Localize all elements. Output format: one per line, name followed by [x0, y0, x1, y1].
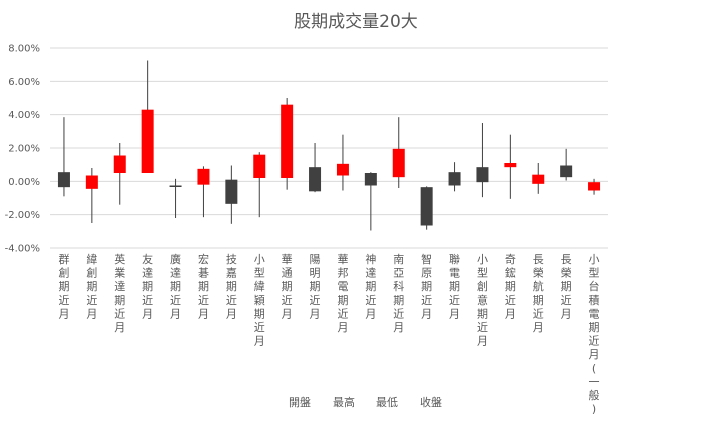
legend-low: 最低 — [376, 396, 398, 409]
x-tick-label: 南亞科期近月 — [393, 253, 404, 334]
candle — [141, 60, 154, 173]
legend: 開盤 最高 最低 收盤 — [289, 395, 442, 409]
candle-body-up — [197, 168, 210, 185]
candle — [113, 143, 126, 205]
legend-open: 開盤 — [289, 396, 311, 409]
y-tick-label: 0.00% — [8, 177, 40, 188]
x-tick-label: 緯創期近月 — [86, 252, 97, 320]
x-tick-label: 神達期近月 — [365, 252, 376, 320]
candle — [504, 134, 517, 199]
candle — [281, 98, 294, 190]
x-tick-label: 技嘉期近月 — [226, 253, 237, 320]
candle — [225, 165, 238, 224]
x-tick-label: 華邦電期近月 — [337, 253, 348, 334]
x-tick-label: 小型緯穎期近月 — [254, 253, 265, 348]
candle-body-down — [309, 167, 322, 192]
candle-body-up — [392, 148, 405, 178]
candle — [57, 117, 70, 197]
chart-title: 股期成交量20大 — [294, 12, 418, 32]
candle — [476, 123, 489, 198]
candle — [532, 163, 545, 194]
candle-body-up — [281, 104, 294, 178]
x-tick-label: 友達期近月 — [142, 252, 153, 320]
y-tick-label: 6.00% — [8, 77, 40, 88]
candle-body-down — [448, 172, 461, 186]
y-tick-label: 4.00% — [8, 110, 40, 121]
legend-close: 收盤 — [420, 395, 442, 409]
candle-body-down — [364, 173, 377, 186]
candle-body-up — [253, 154, 266, 178]
candle — [560, 148, 573, 181]
candle-body-down — [420, 187, 433, 226]
x-tick-label: 智原期近月 — [421, 252, 432, 320]
x-tick-label: 陽明期近月 — [310, 253, 321, 320]
candle-body-up — [336, 163, 349, 176]
x-tick-label: 小型台積電期近月(一般) — [589, 253, 600, 416]
candle-body-up — [141, 109, 154, 173]
candle — [336, 134, 349, 191]
x-tick-label: 長榮航期近月 — [533, 253, 544, 334]
y-tick-label: 2.00% — [8, 144, 40, 155]
x-tick-label: 華通期近月 — [282, 253, 293, 320]
x-tick-label: 長榮期近月 — [561, 253, 572, 320]
x-tick-label: 奇鋐期近月 — [505, 253, 516, 320]
candle — [448, 162, 461, 192]
candle-body-up — [113, 155, 126, 173]
y-axis-ticks: 8.00% 6.00% 4.00% 2.00% 0.00% -2.00% -4.00% — [5, 44, 40, 255]
candle — [197, 166, 210, 218]
candle-body-down — [476, 167, 489, 183]
x-axis-labels: 群創期近月 緯創期近月 英業達期近月 友達期近月 廣達期近月 宏碁期近月 技嘉期近月 小型緯穎… — [58, 252, 599, 416]
x-tick-label: 英業達期近月 — [114, 252, 125, 334]
y-tick-label: 8.00% — [8, 44, 40, 55]
x-tick-label: 聯電期近月 — [449, 253, 460, 320]
candle-body-up — [85, 175, 98, 189]
candle — [392, 117, 405, 188]
candle-body-up — [588, 182, 601, 191]
candle — [253, 152, 266, 218]
x-tick-label: 廣達期近月 — [170, 252, 181, 320]
candle — [420, 186, 433, 230]
candle — [85, 168, 98, 223]
candle-body-up — [504, 163, 517, 168]
candles — [57, 60, 601, 231]
candle-body-up — [532, 174, 545, 184]
legend-high: 最高 — [333, 395, 355, 409]
candle — [364, 172, 377, 231]
y-tick-label: -4.00% — [5, 244, 40, 255]
x-tick-label: 宏碁期近月 — [198, 252, 209, 320]
candle — [169, 178, 182, 218]
candle — [588, 178, 601, 195]
candle-body-down — [169, 185, 182, 187]
y-tick-label: -2.00% — [5, 210, 40, 221]
candle — [309, 143, 322, 193]
candle-body-down — [225, 179, 238, 204]
candle-body-down — [57, 172, 70, 188]
gridlines — [50, 47, 608, 249]
x-tick-label: 群創期近月 — [58, 252, 69, 320]
candle-body-down — [560, 165, 573, 178]
x-tick-label: 小型創意期近月 — [477, 253, 488, 348]
